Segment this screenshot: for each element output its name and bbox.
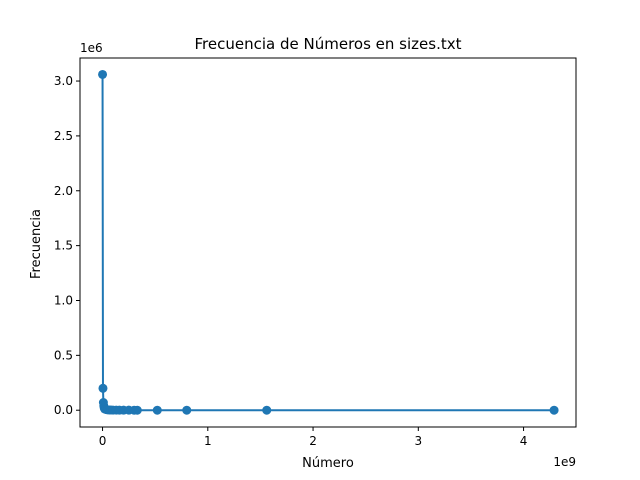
data-point (98, 69, 108, 79)
axes-frame (79, 57, 577, 428)
x-tick-label: 3 (414, 434, 422, 448)
data-point (98, 383, 108, 393)
data-point (262, 405, 272, 415)
axes: 0 1 2 3 4 0.0 0.5 1.0 1.5 2.0 2.5 3.0 (54, 57, 577, 448)
x-tick-label: 1 (204, 434, 212, 448)
x-tick-label: 0 (99, 434, 107, 448)
chart-title: Frecuencia de Números en sizes.txt (195, 35, 462, 53)
y-tick-label: 2.0 (54, 184, 73, 198)
data-point (132, 405, 142, 415)
x-offset-text: 1e9 (553, 455, 576, 469)
y-tick-label: 2.5 (54, 129, 73, 143)
data-point (549, 405, 559, 415)
plot-area (98, 69, 559, 415)
y-offset-text: 1e6 (80, 41, 103, 55)
y-tick-label: 3.0 (54, 74, 73, 88)
y-axis-label: Frecuencia (29, 209, 44, 279)
data-point (152, 405, 162, 415)
x-axis-label: Número (302, 456, 354, 471)
y-tick-label: 1.5 (54, 239, 73, 253)
y-tick-label: 0.0 (54, 403, 73, 417)
y-tick-label: 0.5 (54, 348, 73, 362)
data-point (182, 405, 192, 415)
x-tick-label: 4 (520, 434, 528, 448)
y-tick-label: 1.0 (54, 293, 73, 307)
x-tick-label: 2 (309, 434, 317, 448)
